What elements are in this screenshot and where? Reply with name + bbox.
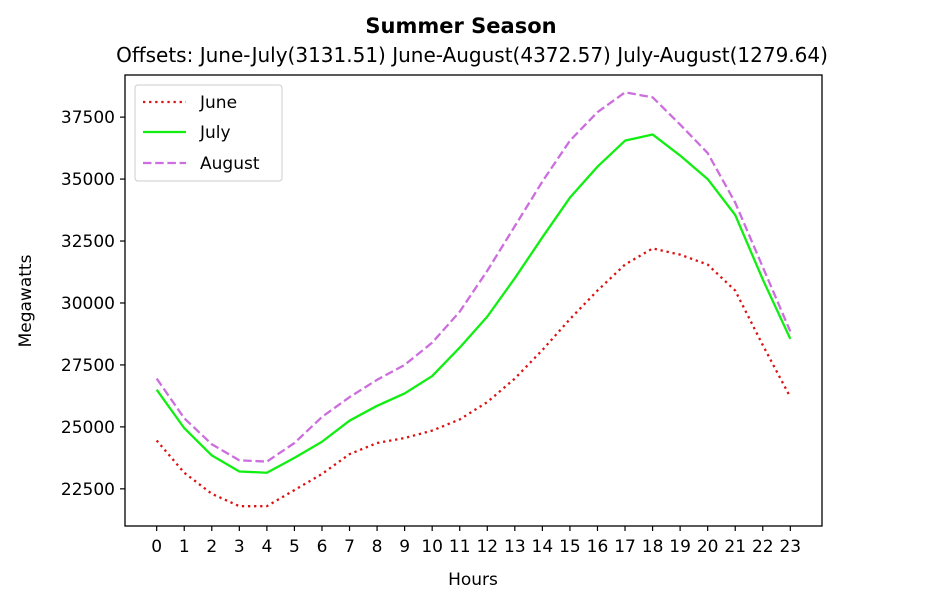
x-tick-label: 19 — [669, 537, 691, 557]
legend-box — [134, 84, 283, 182]
y-tick-label: 37500 — [61, 108, 115, 128]
legend-label-august: August — [200, 154, 260, 174]
tick-layer: 0 1 2 3 4 5 6 7 8 9 10 11 12 13 14 15 16 17 18 19 20 21 22 2322… — [61, 108, 801, 557]
y-tick-label: 35000 — [61, 170, 115, 190]
y-tick-label: 25000 — [61, 418, 115, 438]
series-line-july — [155, 133, 792, 474]
x-tick-label: 22 — [752, 537, 774, 557]
x-tick-label: 9 — [399, 537, 410, 557]
x-tick-label: 21 — [724, 537, 746, 557]
legend-label-july: July — [199, 123, 231, 143]
y-tick-label: 30000 — [61, 294, 115, 314]
x-tick-label: 12 — [476, 537, 498, 557]
x-tick-label: 15 — [559, 537, 581, 557]
x-tick-label: 17 — [614, 537, 636, 557]
y-tick-label: 22500 — [61, 480, 115, 500]
x-tick-label: 18 — [642, 537, 664, 557]
chart-title: Summer Season — [365, 14, 556, 38]
x-tick-label: 1 — [179, 537, 190, 557]
legend: June July August — [134, 84, 283, 182]
x-tick-label: 8 — [372, 537, 383, 557]
series-line-june — [155, 247, 792, 508]
x-tick-label: 4 — [261, 537, 272, 557]
x-tick-label: 23 — [779, 537, 801, 557]
x-tick-label: 14 — [532, 537, 554, 557]
x-axis-label: Hours — [448, 570, 498, 590]
x-tick-label: 16 — [587, 537, 609, 557]
x-tick-label: 11 — [449, 537, 471, 557]
plot-frame — [124, 74, 823, 527]
x-tick-label: 3 — [234, 537, 245, 557]
chart-subtitle: Offsets: June-July(3131.51) June-August(… — [116, 43, 828, 67]
x-tick-label: 13 — [504, 537, 526, 557]
y-axis-label: Megawatts — [16, 254, 36, 347]
x-tick-label: 10 — [421, 537, 443, 557]
x-tick-label: 7 — [344, 537, 355, 557]
series-line-august — [155, 91, 792, 463]
x-tick-label: 6 — [317, 537, 328, 557]
x-tick-label: 0 — [151, 537, 162, 557]
x-tick-label: 5 — [289, 537, 300, 557]
x-tick-label: 2 — [206, 537, 217, 557]
y-tick-label: 27500 — [61, 356, 115, 376]
series-layer — [155, 91, 792, 508]
legend-label-june: June — [199, 93, 237, 113]
y-tick-label: 32500 — [61, 232, 115, 252]
x-tick-label: 20 — [697, 537, 719, 557]
